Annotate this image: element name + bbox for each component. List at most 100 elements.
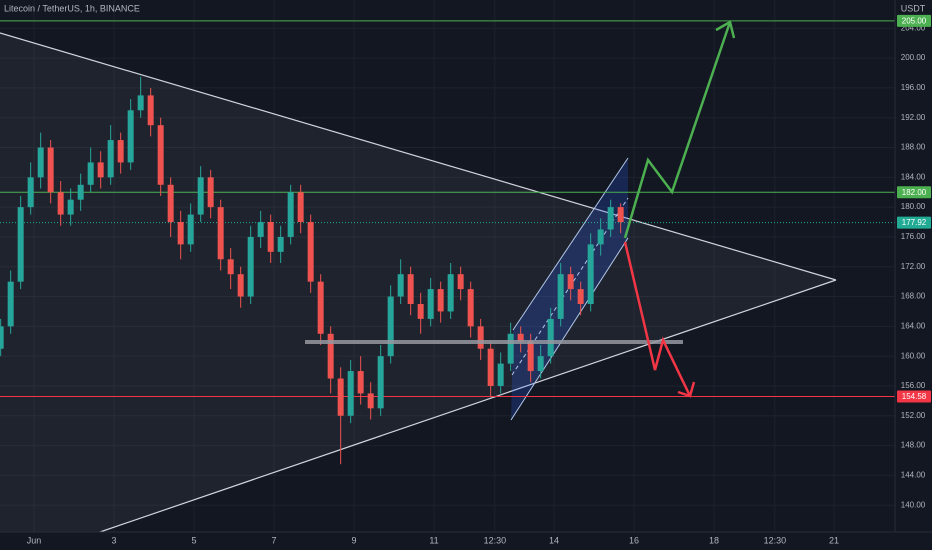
candle-body bbox=[77, 184, 84, 200]
candle-body bbox=[217, 207, 224, 260]
x-tick-label: 18 bbox=[709, 535, 719, 545]
y-tick-label: 184.00 bbox=[901, 172, 926, 181]
x-tick-label: 14 bbox=[549, 535, 559, 545]
y-tick-label: 176.00 bbox=[901, 232, 926, 241]
price-tag bbox=[897, 14, 931, 27]
y-tick-label: 168.00 bbox=[901, 292, 926, 301]
candle-body bbox=[57, 192, 64, 215]
candle-body bbox=[247, 236, 254, 297]
channel-bottom bbox=[510, 237, 629, 421]
candle-body bbox=[597, 229, 604, 245]
candle-body bbox=[607, 207, 614, 230]
candle-body bbox=[137, 95, 144, 111]
y-tick-label: 140.00 bbox=[901, 500, 926, 509]
candle-body bbox=[277, 236, 284, 252]
candle-body bbox=[267, 222, 274, 252]
candle-body bbox=[377, 356, 384, 409]
y-tick-label: 196.00 bbox=[901, 83, 926, 92]
candle-body bbox=[237, 274, 244, 297]
bull-arrowhead bbox=[715, 20, 736, 39]
candle-body bbox=[587, 244, 594, 304]
y-tick-label: 160.00 bbox=[901, 351, 926, 360]
y-tick-label: 200.00 bbox=[901, 53, 926, 62]
candle-body bbox=[87, 162, 94, 185]
candle-body bbox=[17, 207, 24, 282]
y-tick-label: 188.00 bbox=[901, 143, 926, 152]
x-tick-label: 11 bbox=[429, 535, 438, 545]
candle-body bbox=[27, 177, 34, 208]
candle-body bbox=[67, 199, 74, 215]
candle-body bbox=[107, 140, 114, 178]
price-axis bbox=[895, 0, 932, 550]
price-tag bbox=[897, 186, 931, 199]
candle-body bbox=[177, 222, 184, 245]
price-tag-label: 205.00 bbox=[902, 16, 927, 25]
candles bbox=[0, 76, 624, 465]
candle-body bbox=[317, 281, 324, 334]
candle-body bbox=[397, 274, 404, 297]
lower-trendline bbox=[99, 279, 837, 533]
x-tick-label: 5 bbox=[191, 535, 196, 545]
candle-body bbox=[547, 318, 554, 357]
price-tag bbox=[897, 390, 931, 403]
y-tick-label: 156.00 bbox=[901, 381, 926, 390]
x-tick-label: 16 bbox=[629, 535, 639, 545]
price-tag-label: 154.58 bbox=[902, 392, 927, 401]
candle-body bbox=[297, 192, 304, 223]
triangle-fill bbox=[0, 33, 836, 532]
x-tick-label: 9 bbox=[351, 535, 356, 545]
candle-body bbox=[47, 147, 54, 193]
upper-trendline bbox=[0, 32, 837, 281]
candle-body bbox=[0, 326, 4, 349]
candle-body bbox=[167, 184, 174, 223]
y-tick-label: 152.00 bbox=[901, 411, 926, 420]
candle-body bbox=[537, 356, 544, 372]
candle-body bbox=[507, 333, 514, 364]
candle-body bbox=[577, 289, 584, 304]
candle-body bbox=[147, 95, 154, 126]
candle-body bbox=[407, 274, 414, 304]
price-levels bbox=[0, 20, 895, 398]
y-tick-label: 164.00 bbox=[901, 321, 926, 330]
candle-body bbox=[287, 192, 294, 237]
y-tick-label: 144.00 bbox=[901, 470, 926, 479]
price-tag-label: 177.92 bbox=[902, 218, 927, 227]
y-tick-label: 192.00 bbox=[901, 113, 926, 122]
candle-body bbox=[457, 274, 464, 290]
grid bbox=[0, 0, 895, 532]
y-tick-label: 148.00 bbox=[901, 441, 926, 450]
candle-body bbox=[307, 222, 314, 282]
candle-body bbox=[197, 177, 204, 215]
price-tag-label: 182.00 bbox=[902, 188, 927, 197]
bear-arrowhead bbox=[677, 381, 696, 398]
x-tick-label: Jun bbox=[27, 535, 42, 545]
candle-body bbox=[7, 281, 14, 327]
candle-body bbox=[567, 274, 574, 290]
candle-body bbox=[437, 289, 444, 312]
candle-body bbox=[117, 140, 124, 163]
candle-body bbox=[427, 289, 434, 319]
candle-body bbox=[617, 207, 624, 223]
candle-body bbox=[207, 177, 214, 208]
candle-body bbox=[357, 371, 364, 394]
candle-body bbox=[527, 341, 534, 372]
candle-body bbox=[447, 274, 454, 312]
candle-body bbox=[347, 371, 354, 416]
candle-body bbox=[187, 214, 194, 245]
currency: USDT bbox=[901, 3, 926, 13]
candle-body bbox=[337, 378, 344, 416]
candle-body bbox=[37, 147, 44, 178]
x-tick-label: 3 bbox=[111, 535, 116, 545]
candle-body bbox=[227, 259, 234, 275]
y-tick-label: 180.00 bbox=[901, 202, 926, 211]
bull-path bbox=[623, 21, 732, 239]
candle-body bbox=[487, 348, 494, 386]
candle-body bbox=[127, 110, 134, 163]
x-tick-label: 7 bbox=[271, 535, 276, 545]
bear-path bbox=[623, 241, 692, 397]
candle-body bbox=[327, 333, 334, 379]
candle-body bbox=[367, 393, 374, 409]
x-tick-label: 21 bbox=[829, 535, 839, 545]
